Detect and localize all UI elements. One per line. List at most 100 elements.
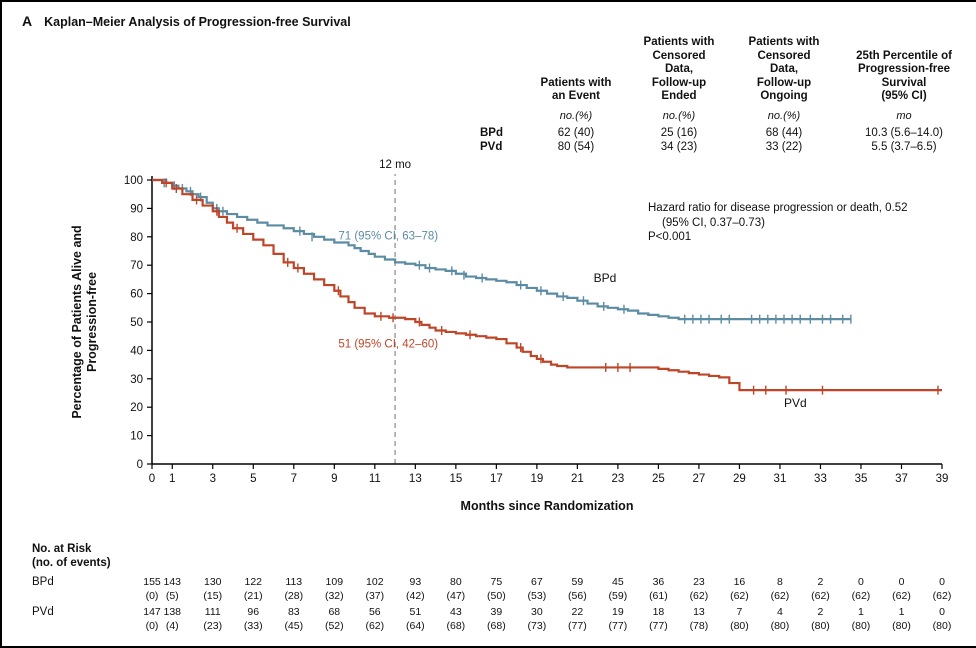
svg-text:3: 3 [210,473,216,485]
svg-text:23: 23 [612,473,625,485]
svg-text:21: 21 [571,473,584,485]
summary-table: Patients with an Event Patients with Cen… [480,36,972,154]
svg-text:23: 23 [693,576,705,588]
hazard-ratio-note: Hazard ratio for disease progression or … [648,201,908,245]
svg-text:PVd: PVd [784,396,807,410]
summary-unit: mo [896,109,912,122]
svg-text:PVd: PVd [32,606,54,618]
svg-text:15: 15 [449,473,462,485]
svg-text:(62): (62) [365,620,384,632]
svg-text:(32): (32) [325,590,344,602]
summary-cell: 33 (22) [765,140,803,153]
svg-text:(59): (59) [609,590,628,602]
svg-text:17: 17 [490,473,503,485]
svg-text:(80): (80) [811,620,830,632]
svg-text:(62): (62) [771,590,790,602]
svg-text:7: 7 [291,473,297,485]
svg-text:2: 2 [818,576,824,588]
svg-text:143: 143 [163,576,181,588]
svg-text:0: 0 [149,473,155,485]
spacer [480,107,526,126]
reference-line-12mo: 12 mo [379,159,411,464]
summary-cell: 5.5 (3.7–6.5) [871,140,937,153]
svg-text:90: 90 [130,203,143,215]
svg-text:68: 68 [328,606,340,618]
svg-text:19: 19 [612,606,624,618]
summary-cell: 68 (44) [765,126,803,139]
svg-text:10: 10 [130,431,143,443]
svg-text:1: 1 [858,606,864,618]
svg-text:7: 7 [737,606,743,618]
svg-text:(5): (5) [166,590,179,602]
svg-text:(77): (77) [568,620,587,632]
svg-text:0: 0 [858,576,864,588]
svg-text:35: 35 [855,473,868,485]
svg-text:No. at Risk: No. at Risk [32,543,92,555]
svg-text:1: 1 [169,473,175,485]
svg-text:83: 83 [288,606,300,618]
svg-text:(62): (62) [811,590,830,602]
summary-cell: 34 (23) [660,140,698,153]
p-value-line: P<0.001 [648,231,692,243]
svg-text:5: 5 [250,473,256,485]
svg-text:13: 13 [693,606,705,618]
spacer [480,36,526,107]
svg-text:122: 122 [245,576,263,588]
summary-unit: no.(%) [767,109,801,122]
svg-text:(45): (45) [284,620,303,632]
svg-text:(78): (78) [690,620,709,632]
svg-text:67: 67 [531,576,543,588]
summary-unit: no.(%) [662,109,696,122]
series-BPd-curve: 71 (95% CI, 63–78) BPd [152,178,852,324]
summary-row-label-pvd: PVd [480,140,503,153]
svg-text:45: 45 [612,576,624,588]
svg-text:4: 4 [777,606,783,618]
summary-cell: 10.3 (5.6–14.0) [864,126,943,139]
svg-text:30: 30 [531,606,543,618]
svg-text:(80): (80) [771,620,790,632]
svg-text:Percentage of Patients Alive a: Percentage of Patients Alive and [70,225,84,418]
svg-text:109: 109 [326,576,344,588]
svg-text:11: 11 [369,473,381,485]
series-PVd-curve: 51 (95% CI, 42–60) PVd [152,178,942,410]
svg-text:0: 0 [899,576,905,588]
svg-text:(no. of events): (no. of events) [32,557,111,569]
svg-text:30: 30 [130,374,143,386]
svg-text:37: 37 [895,473,908,485]
summary-cell: 25 (16) [660,126,698,139]
svg-text:(21): (21) [244,590,263,602]
svg-text:0: 0 [939,606,945,618]
summary-row-label-bpd: BPd [480,126,503,139]
svg-text:0: 0 [939,576,945,588]
svg-text:(68): (68) [487,620,506,632]
svg-text:(62): (62) [933,590,952,602]
svg-text:2: 2 [818,606,824,618]
summary-cell: 80 (54) [557,140,595,153]
svg-text:56: 56 [369,606,381,618]
svg-text:31: 31 [774,473,787,485]
svg-text:138: 138 [163,606,181,618]
svg-text:43: 43 [450,606,462,618]
axes: 0 1 3 5 7 9 11 13 15 17 19 21 23 25 27 29 31 33 35 37 390102… [70,175,948,513]
svg-text:0: 0 [137,459,143,471]
svg-text:(28): (28) [284,590,303,602]
svg-text:(64): (64) [406,620,425,632]
summary-unit: no.(%) [559,109,593,122]
svg-text:19: 19 [530,473,543,485]
svg-text:BPd: BPd [32,576,54,588]
svg-text:(62): (62) [892,590,911,602]
svg-text:9: 9 [331,473,337,485]
svg-text:36: 36 [653,576,665,588]
svg-text:51 (95% CI, 42–60): 51 (95% CI, 42–60) [338,339,438,351]
svg-text:Progression-free: Progression-free [85,272,99,372]
svg-text:130: 130 [204,576,222,588]
summary-cell: 62 (40) [557,126,595,139]
svg-text:(80): (80) [852,620,871,632]
summary-col-header-censored-ongoing: Patients with Censored Data, Follow-up O… [748,36,820,102]
svg-text:40: 40 [130,345,143,357]
svg-text:(62): (62) [852,590,871,602]
svg-text:70: 70 [130,260,143,272]
svg-text:111: 111 [205,606,221,618]
hazard-ratio-ci-line: (95% CI, 0.37–0.73) [662,216,765,229]
